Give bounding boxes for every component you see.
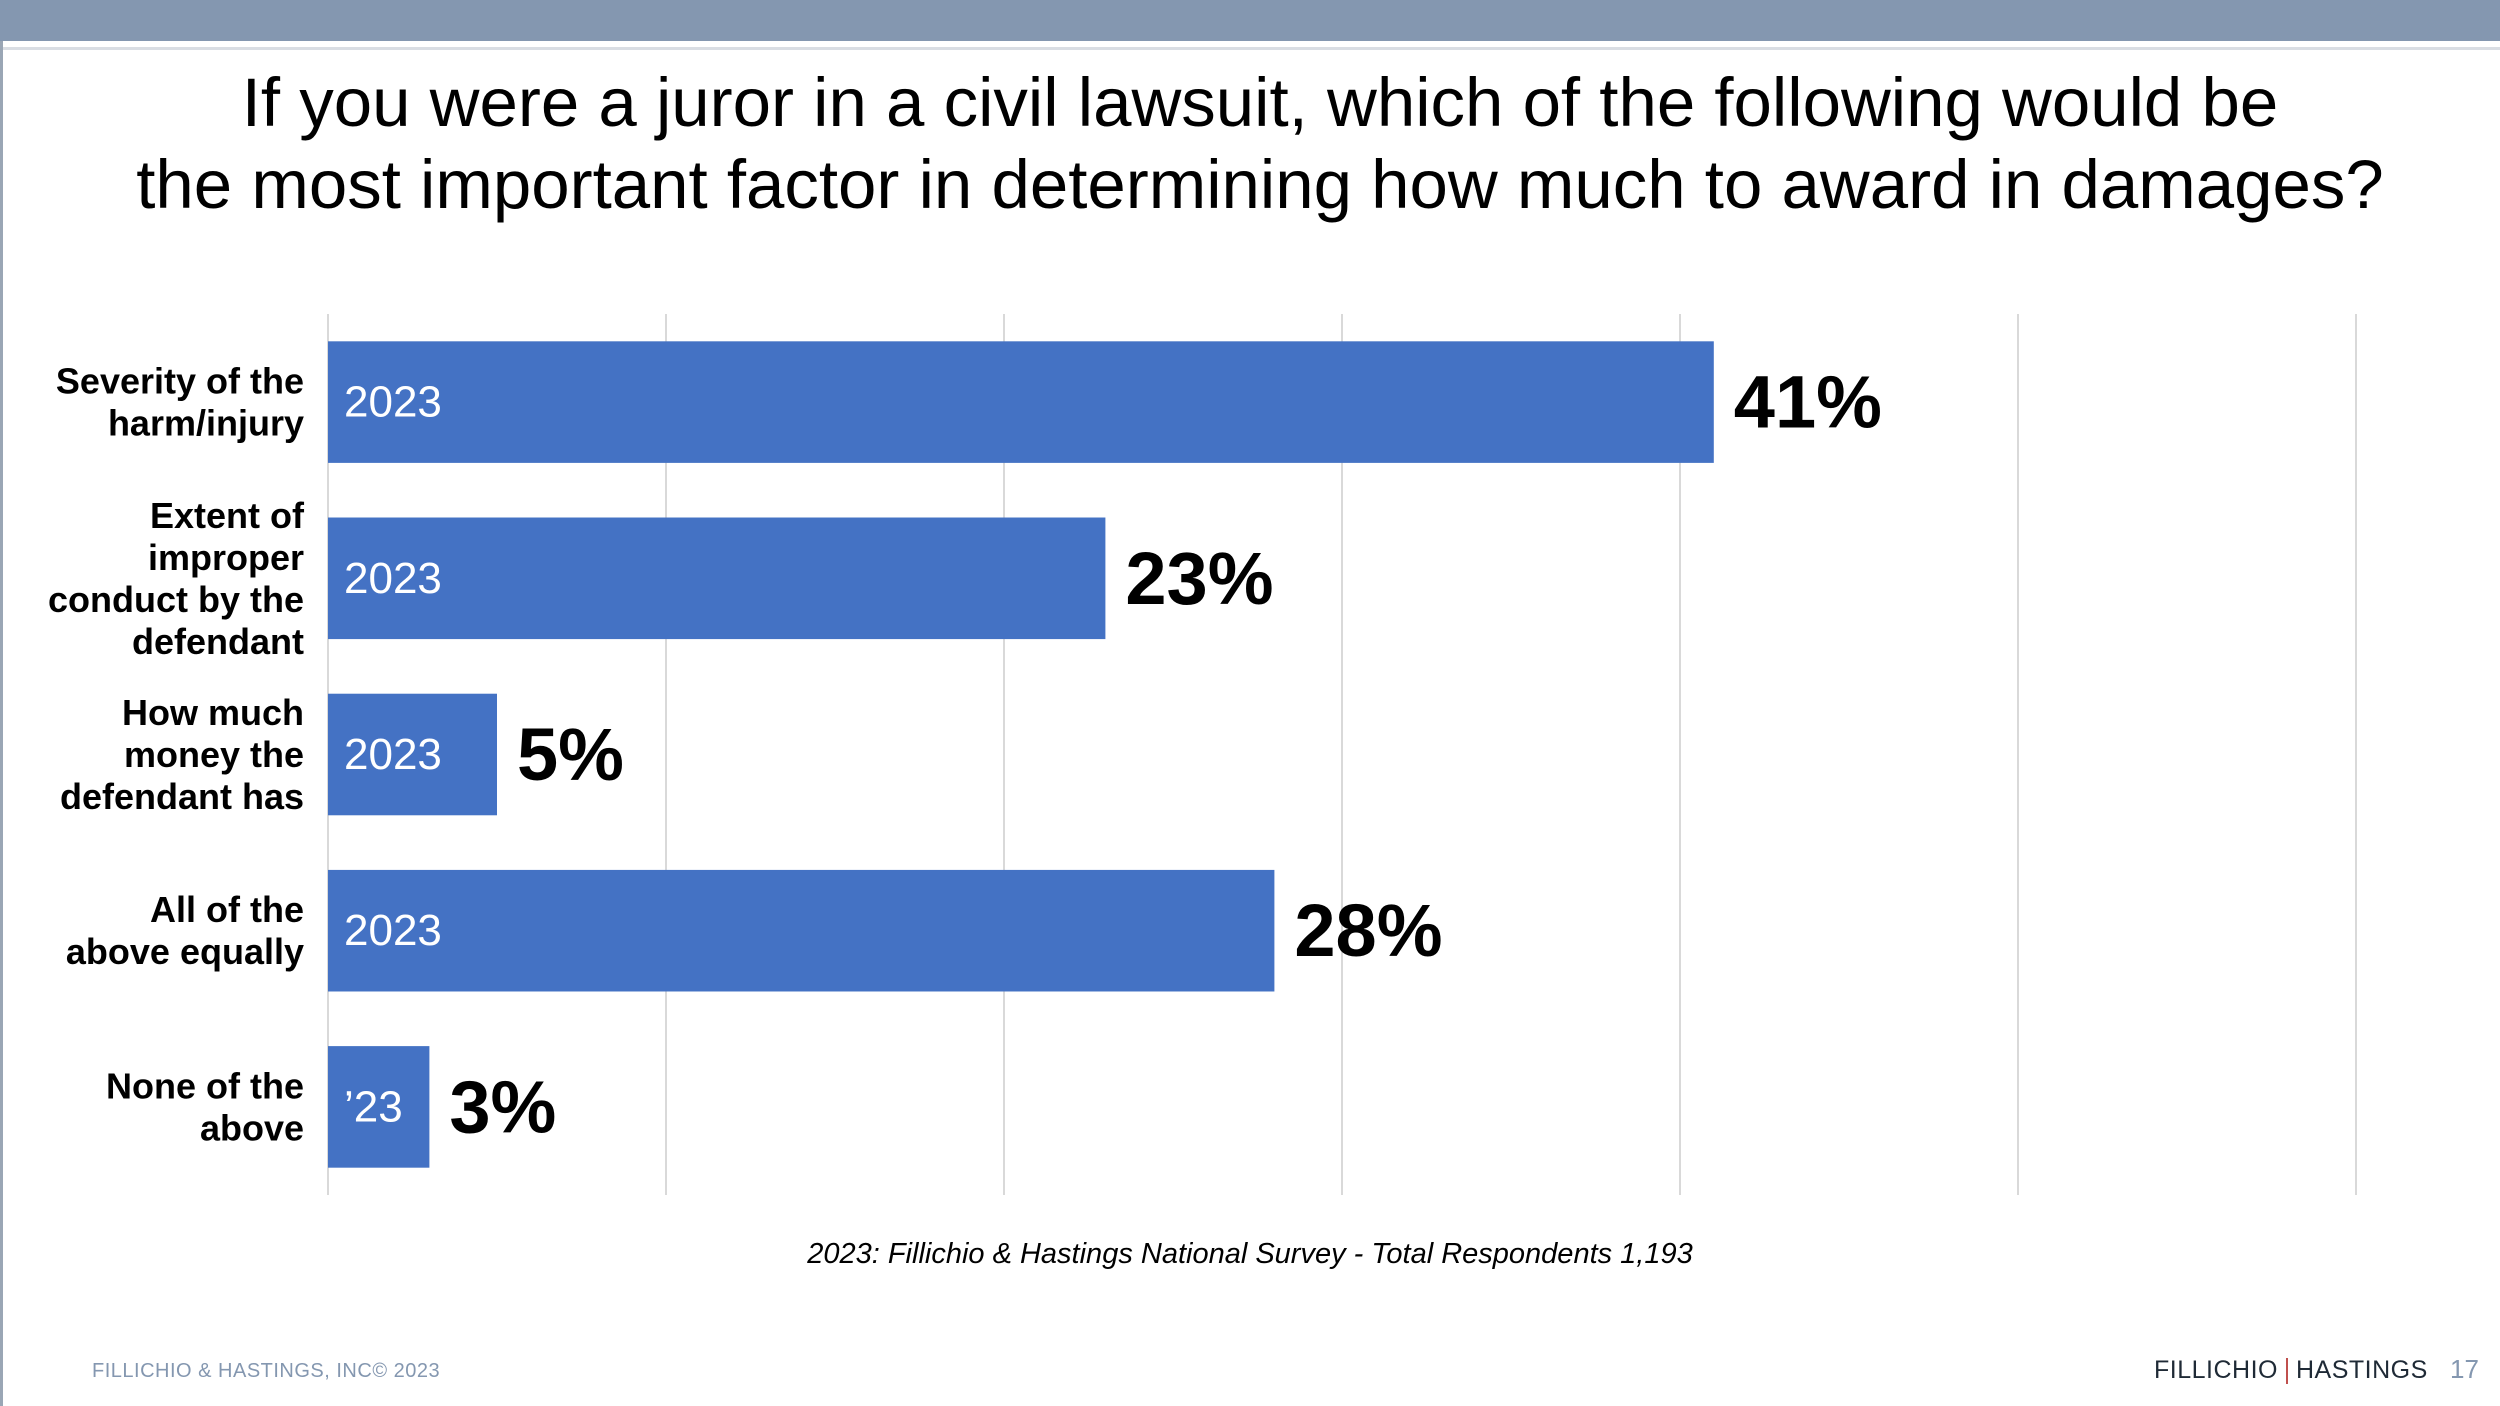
category-label: All of the above equally	[66, 889, 304, 972]
value-label: 3%	[449, 1065, 556, 1148]
value-label: 41%	[1734, 361, 1882, 444]
category-label-line: defendant has	[60, 776, 304, 817]
brand-divider	[2285, 1358, 2288, 1385]
value-labels: 41% 23% 5% 28% 3%	[449, 361, 1882, 1149]
category-label-line: improper	[148, 537, 304, 578]
top-banner	[0, 0, 2500, 41]
category-label-line: harm/injury	[108, 403, 304, 444]
bar-inner-label: 2023	[344, 554, 442, 603]
bar-inner-labels: 2023 2023 2023 2023 ’23	[344, 378, 442, 1132]
left-border	[0, 41, 3, 1406]
bars	[328, 341, 1714, 1168]
bar-inner-label: ’23	[344, 1082, 403, 1131]
category-label-line: above	[200, 1107, 304, 1148]
category-label: None of the above	[106, 1065, 304, 1148]
category-label: Severity of the harm/injury	[56, 361, 304, 444]
banner-rule	[0, 47, 2500, 50]
bar	[328, 869, 1275, 992]
category-label-line: How much	[122, 692, 304, 733]
category-label-line: All of the	[150, 889, 304, 930]
bar	[328, 693, 497, 816]
bar-inner-label: 2023	[344, 378, 442, 427]
category-label-line: Extent of	[150, 495, 305, 536]
category-label-line: Severity of the	[56, 361, 304, 402]
category-label-line: conduct by the	[48, 579, 304, 620]
source-note: 2023: Fillichio & Hastings National Surv…	[807, 1238, 1693, 1270]
category-label-line: above equally	[66, 931, 304, 972]
category-label-line: None of the	[106, 1065, 304, 1106]
slide-title: If you were a juror in a civil lawsuit, …	[136, 64, 2384, 223]
category-label: How much money the defendant has	[60, 692, 304, 817]
bar	[328, 517, 1106, 640]
category-label: Extent of improper conduct by the defendant	[48, 495, 305, 662]
value-label: 5%	[517, 713, 624, 796]
bar-inner-label: 2023	[344, 906, 442, 955]
page-number: 17	[2450, 1354, 2479, 1384]
footer-copyright: FILLICHIO & HASTINGS, INC© 2023	[92, 1360, 441, 1382]
value-label: 23%	[1125, 537, 1273, 620]
bar-chart: 2023 2023 2023 2023 ’23 41% 23% 5% 28% 3% Severi…	[48, 314, 2357, 1195]
brand-logo: FILLICHIO HASTINGS	[2154, 1356, 2428, 1385]
value-label: 28%	[1294, 889, 1442, 972]
category-label-line: money the	[124, 734, 304, 775]
bar	[328, 341, 1714, 463]
bar-inner-label: 2023	[344, 730, 442, 779]
brand-logo-left: FILLICHIO	[2154, 1356, 2278, 1384]
brand-logo-right: HASTINGS	[2295, 1356, 2428, 1384]
bar	[328, 1046, 430, 1168]
category-label-line: defendant	[132, 621, 304, 662]
category-labels: Severity of the harm/injury Extent of impro…	[48, 361, 305, 1149]
